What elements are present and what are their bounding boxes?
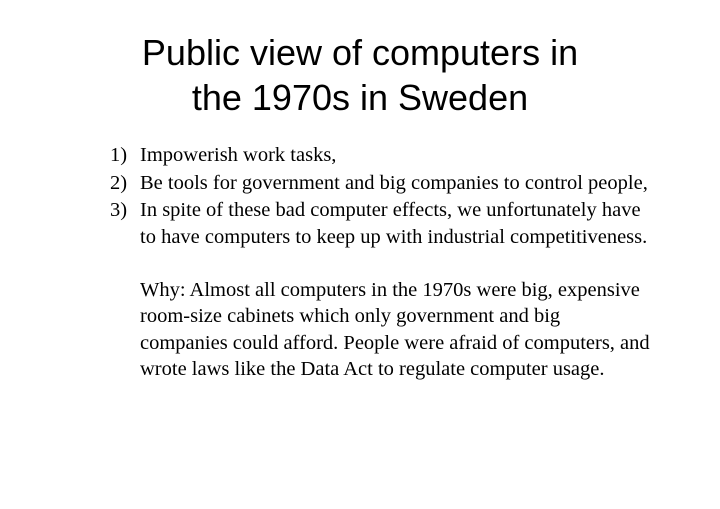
list-text: In spite of these bad computer effects, … [140, 197, 660, 250]
list-item: 3) In spite of these bad computer effect… [110, 197, 660, 250]
slide-content: 1) Impowerish work tasks, 2) Be tools fo… [60, 142, 660, 383]
title-line-2: the 1970s in Sweden [192, 77, 528, 118]
list-text: Be tools for government and big companie… [140, 170, 660, 197]
list-marker: 1) [110, 142, 140, 169]
list-marker: 3) [110, 197, 140, 250]
slide-title: Public view of computers in the 1970s in… [60, 30, 660, 120]
explanation-paragraph: Why: Almost all computers in the 1970s w… [60, 277, 660, 384]
list-item: 2) Be tools for government and big compa… [110, 170, 660, 197]
list-marker: 2) [110, 170, 140, 197]
list-item: 1) Impowerish work tasks, [110, 142, 660, 169]
list-text: Impowerish work tasks, [140, 142, 660, 169]
numbered-list: 1) Impowerish work tasks, 2) Be tools fo… [60, 142, 660, 251]
title-line-1: Public view of computers in [142, 32, 578, 73]
